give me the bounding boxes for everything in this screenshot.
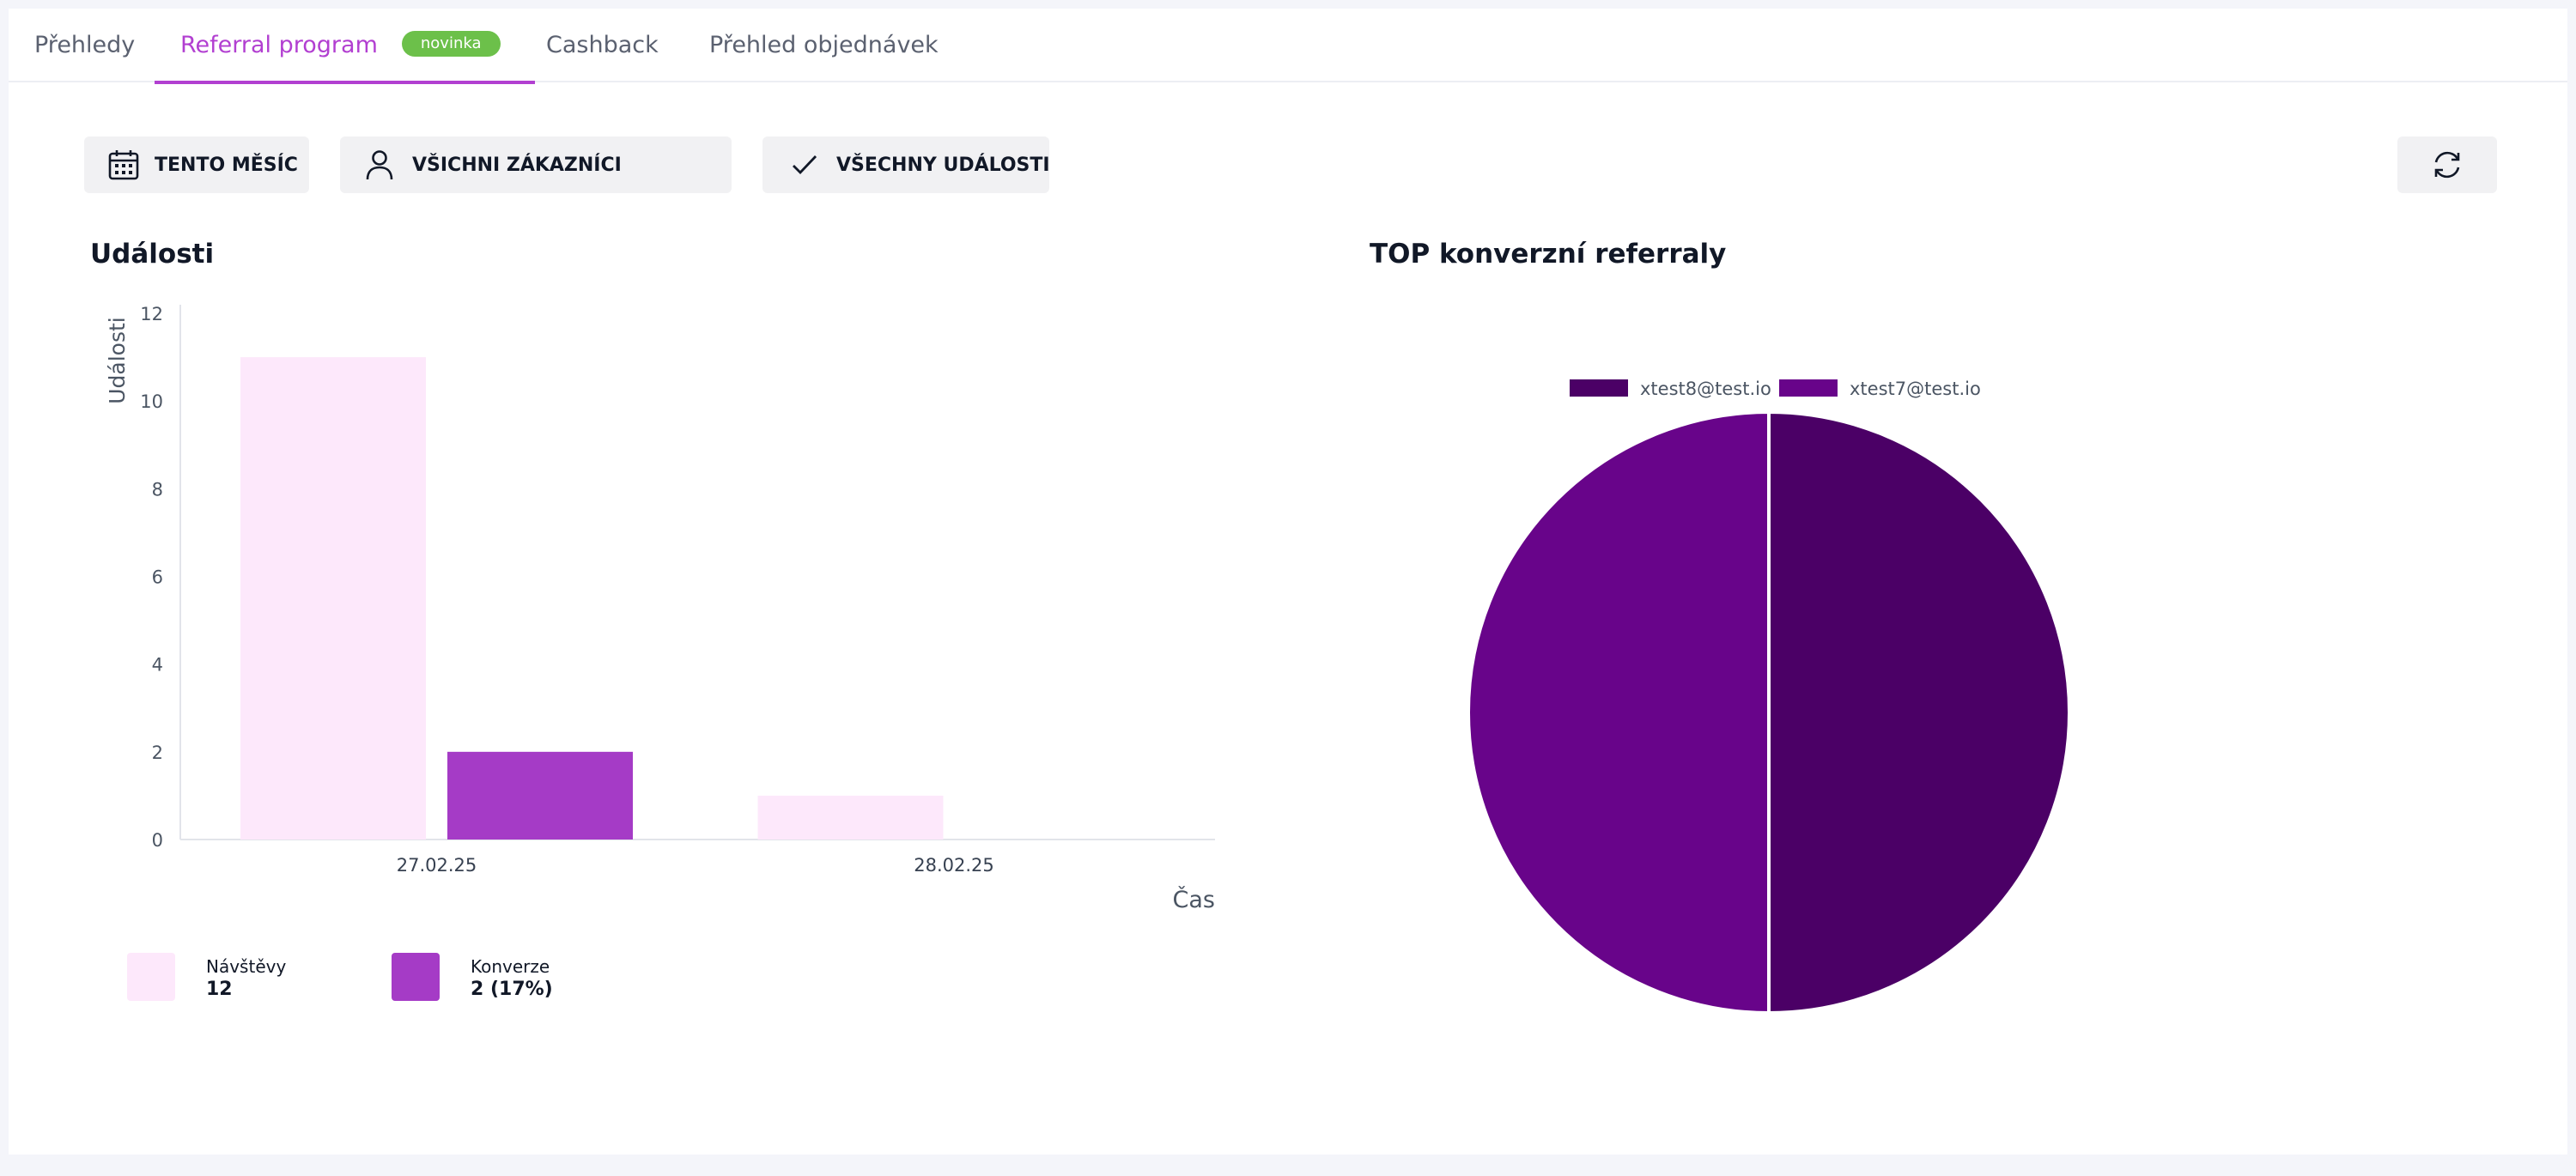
- pie-legend-label: xtest8@test.io: [1640, 379, 1771, 399]
- top-referrals-pie-chart: xtest8@test.io xtest7@test.io: [1467, 379, 2071, 1015]
- pie-slice-0[interactable]: [1767, 409, 2071, 1015]
- pie-legend-label: xtest7@test.io: [1850, 379, 1981, 399]
- legend-swatch: [127, 953, 175, 1001]
- events-filter-button[interactable]: VŠECHNY UDÁLOSTI: [762, 136, 1050, 193]
- period-filter-label: TENTO MĚSÍC: [155, 154, 298, 176]
- pie-legend-swatch: [1779, 379, 1838, 397]
- active-tab-indicator: [155, 81, 535, 84]
- tab-prehled-objednavek[interactable]: Přehled objednávek: [709, 9, 939, 82]
- tab-cashback[interactable]: Cashback: [546, 9, 659, 82]
- y-tick-label: 10: [140, 391, 163, 412]
- refresh-button[interactable]: [2397, 136, 2497, 193]
- y-tick-label: 8: [152, 479, 163, 500]
- tab-prehledy[interactable]: Přehledy: [34, 9, 135, 82]
- y-tick-label: 2: [152, 743, 163, 763]
- customers-filter-label: VŠICHNI ZÁKAZNÍCI: [412, 154, 622, 176]
- tab-referral-program[interactable]: Referral program novinka: [155, 9, 535, 84]
- pie-legend-swatch: [1570, 379, 1628, 397]
- legend-swatch: [392, 953, 440, 1001]
- check-icon: [793, 155, 817, 175]
- calendar-icon: [108, 150, 139, 180]
- legend-value: 2 (17%): [471, 979, 553, 1000]
- y-tick-label: 12: [140, 304, 163, 324]
- referral-dashboard: Přehledy Referral program novinka Cashbac…: [9, 9, 2567, 1155]
- period-filter-button[interactable]: TENTO MĚSÍC: [84, 136, 309, 193]
- refresh-icon: [2434, 151, 2460, 179]
- bar-návštěvy-0[interactable]: [240, 357, 426, 840]
- tab-label: Referral program: [180, 32, 378, 58]
- x-tick-label: 28.02.25: [914, 855, 994, 876]
- events-filter-label: VŠECHNY UDÁLOSTI: [836, 154, 1050, 176]
- x-axis-title: Čas: [1173, 886, 1215, 913]
- events-bar-chart: 0 2 4 6 8 10 12 Události 27.02.25 28.02.25 Čas: [105, 304, 1215, 913]
- y-tick-label: 6: [152, 567, 163, 588]
- customers-filter-button[interactable]: VŠICHNI ZÁKAZNÍCI: [340, 136, 732, 193]
- tab-label: Cashback: [546, 32, 659, 58]
- events-title: Události: [90, 239, 215, 270]
- y-tick-label: 4: [152, 655, 163, 676]
- y-tick-label: 0: [152, 830, 163, 851]
- legend-name: Konverze: [471, 956, 550, 977]
- y-axis-title: Události: [105, 317, 130, 404]
- legend-name: Návštěvy: [206, 956, 287, 977]
- tab-bar: Přehledy Referral program novinka Cashbac…: [9, 9, 2567, 84]
- new-badge: novinka: [401, 30, 501, 57]
- bar-konverze-0[interactable]: [447, 751, 633, 840]
- user-icon: [366, 150, 393, 180]
- tab-label: Přehled objednávek: [709, 32, 939, 58]
- top-referrals-title: TOP konverzní referraly: [1370, 239, 1727, 270]
- pie-slice-1[interactable]: [1467, 409, 1771, 1015]
- x-tick-label: 27.02.25: [397, 855, 477, 876]
- bar-návštěvy-1[interactable]: [757, 795, 944, 840]
- legend-value: 12: [206, 979, 233, 1000]
- tab-label: Přehledy: [34, 32, 136, 58]
